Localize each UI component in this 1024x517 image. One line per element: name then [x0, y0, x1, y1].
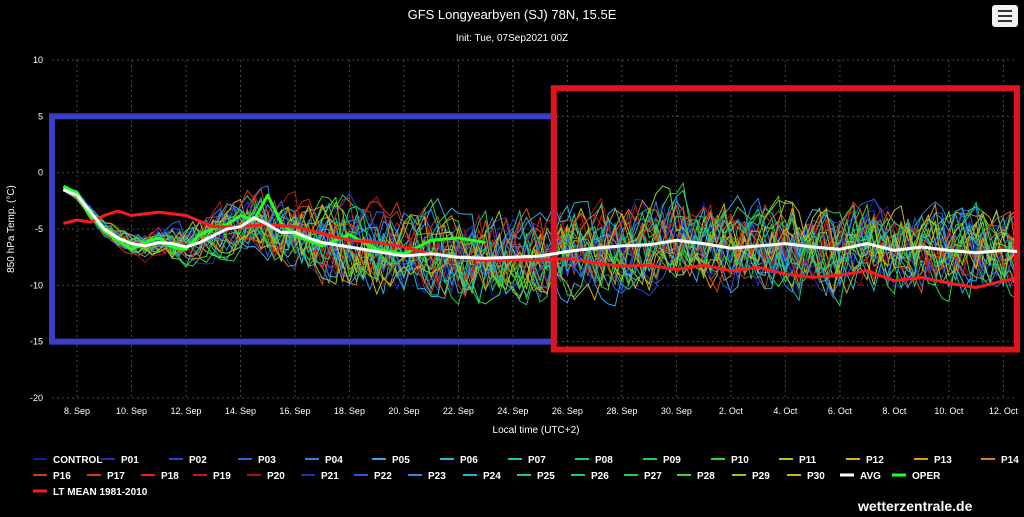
series-line-lt-mean-1981-2010	[63, 209, 1018, 290]
legend-label: P28	[697, 471, 715, 482]
legend-label: CONTROL	[53, 455, 102, 466]
legend-label: P30	[807, 471, 825, 482]
legend-label: P25	[537, 471, 555, 482]
chart-subtitle: Init: Tue, 07Sep2021 00Z	[456, 33, 568, 44]
series-line-avg	[62, 188, 1018, 260]
x-tick-label: 24. Sep	[497, 406, 528, 416]
x-tick-label: 26. Sep	[552, 406, 583, 416]
series-line-oper	[62, 184, 486, 256]
hamburger-menu-icon[interactable]	[992, 5, 1018, 27]
y-tick-label: -5	[35, 224, 43, 234]
x-tick-label: 16. Sep	[279, 406, 310, 416]
legend-label: P01	[121, 455, 139, 466]
legend-label: OPER	[912, 471, 941, 482]
legend-label: LT MEAN 1981-2010	[53, 487, 148, 498]
legend-label: P21	[321, 471, 339, 482]
member-line-p14	[63, 187, 1018, 293]
legend-label: P02	[189, 455, 207, 466]
legend-label: P17	[107, 471, 125, 482]
legend-label: P20	[267, 471, 285, 482]
member-line-p27	[63, 181, 1018, 306]
y-tick-labels: 10 5 0 -5 -10 -15 -20	[30, 55, 43, 403]
chart-title: GFS Longyearbyen (SJ) 78N, 15.5E	[408, 7, 617, 22]
y-tick-label: 5	[38, 111, 43, 121]
member-line-p22	[63, 187, 1018, 293]
member-line-p30	[63, 188, 1018, 302]
x-tick-label: 6. Oct	[828, 406, 853, 416]
brand-watermark: wetterzentrale.de	[858, 498, 973, 514]
legend-label: P26	[591, 471, 609, 482]
legend-label: AVG	[860, 471, 881, 482]
y-tick-label: 0	[38, 168, 43, 178]
y-tick-label: -20	[30, 393, 43, 403]
y-axis-title: 850 hPa Temp. (°C)	[6, 185, 17, 273]
member-line-p24	[63, 187, 1018, 300]
x-tick-label: 8. Oct	[882, 406, 907, 416]
y-tick-label: -15	[30, 337, 43, 347]
x-tick-label: 12. Sep	[170, 406, 201, 416]
y-tick-label: 10	[33, 55, 43, 65]
legend-label: P22	[374, 471, 392, 482]
x-tick-label: 8. Sep	[64, 406, 90, 416]
legend-label: P11	[799, 455, 817, 466]
legend-label: P05	[392, 455, 410, 466]
member-line-p20	[63, 187, 1018, 290]
legend-label: P18	[161, 471, 179, 482]
x-tick-label: 20. Sep	[388, 406, 419, 416]
x-tick-label: 28. Sep	[606, 406, 637, 416]
x-tick-label: 22. Sep	[443, 406, 474, 416]
legend-label: P04	[325, 455, 343, 466]
legend-label: P27	[644, 471, 662, 482]
legend-label: P12	[866, 455, 884, 466]
legend-label: P16	[53, 471, 71, 482]
legend-label: P08	[595, 455, 613, 466]
annotation-box-2	[550, 85, 1020, 353]
x-tick-label: 4. Oct	[773, 406, 798, 416]
legend-label: P29	[752, 471, 770, 482]
legend-label: P23	[428, 471, 446, 482]
legend-label: P24	[483, 471, 501, 482]
x-tick-label: 2. Oct	[719, 406, 744, 416]
legend-label: P06	[460, 455, 478, 466]
x-tick-label: 14. Sep	[225, 406, 256, 416]
legend-label: P10	[731, 455, 749, 466]
x-tick-label: 12. Oct	[989, 406, 1019, 416]
x-axis-title: Local time (UTC+2)	[493, 425, 580, 436]
x-tick-label: 18. Sep	[334, 406, 365, 416]
legend-label: P19	[213, 471, 231, 482]
x-tick-label: 10. Sep	[116, 406, 147, 416]
x-tick-label: 10. Oct	[934, 406, 964, 416]
x-tick-labels: 8. Sep 10. Sep 12. Sep 14. Sep 16. Sep 18. Se…	[64, 406, 1018, 416]
legend-label: P14	[1001, 455, 1019, 466]
legend-label: P09	[663, 455, 681, 466]
legend-label: P13	[934, 455, 952, 466]
legend-label: P07	[528, 455, 546, 466]
annotation-boxes	[49, 85, 1020, 353]
legend-label: P03	[258, 455, 276, 466]
y-tick-label: -10	[30, 280, 43, 290]
x-tick-label: 30. Sep	[661, 406, 692, 416]
legend: CONTROL P01 P02 P03 P04 P05 P06 P07 P08 P09 P10 P11…	[33, 455, 1019, 498]
summary-lines	[62, 184, 1018, 290]
